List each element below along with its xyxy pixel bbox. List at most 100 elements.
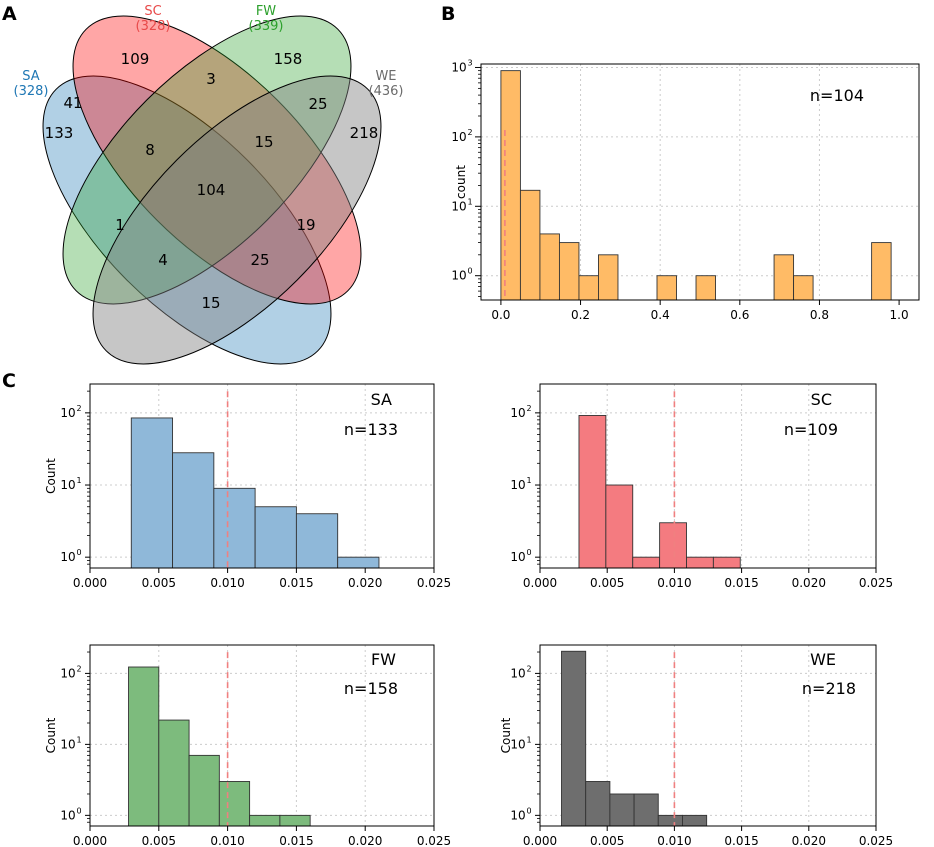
histogram-bar	[793, 275, 814, 301]
x-tick-label: 0.025	[417, 834, 451, 847]
venn-count-all: 104	[197, 181, 226, 199]
y-tick-label: 10	[451, 269, 466, 283]
histogram-bar	[656, 275, 677, 301]
x-tick-label: 0.0	[491, 308, 510, 322]
venn-ellipse-sc	[72, 15, 362, 305]
histogram-bar	[500, 70, 521, 301]
y-tick-exponent: 3	[467, 58, 472, 67]
set-label: SC	[811, 390, 832, 409]
x-tick-label: 0.025	[859, 576, 893, 590]
y-tick-exponent: 2	[526, 664, 531, 673]
y-tick-exponent: 1	[76, 735, 81, 744]
histogram-bar	[128, 666, 160, 827]
y-tick-label: 10	[510, 406, 525, 420]
x-tick-label: 1.0	[890, 308, 909, 322]
y-tick-label: 10	[451, 130, 466, 144]
histogram-bar	[632, 556, 661, 569]
y-tick-exponent: 0	[526, 806, 531, 815]
axes-frame	[89, 383, 435, 569]
venn-set-labels: SA (328) SC (328) FW (339) WE (436)	[14, 4, 404, 99]
x-tick-label: 0.020	[348, 834, 382, 847]
y-tick-exponent: 0	[76, 806, 81, 815]
venn-label-we-name: WE	[375, 69, 396, 84]
venn-label-fw-total: (339)	[249, 19, 284, 34]
venn-count-sa: 133	[45, 124, 74, 142]
panel-label-c: C	[2, 370, 16, 392]
venn-count-sc: 109	[121, 50, 150, 68]
venn-count-sc-fw-we: 15	[254, 133, 273, 151]
x-tick-label: 0.8	[810, 308, 829, 322]
x-tick-label: 0.2	[571, 308, 590, 322]
histogram-bar	[609, 793, 635, 827]
y-tick-label: 10	[60, 406, 75, 420]
venn-count-sc-fw: 3	[206, 70, 216, 88]
venn-label-we-total: (436)	[369, 84, 404, 99]
axes-frame	[480, 63, 920, 301]
histogram-bar	[773, 254, 795, 301]
histogram-bar	[578, 275, 599, 301]
x-tick-label: 0.000	[523, 576, 557, 590]
x-tick-label: 0.005	[142, 834, 176, 847]
histogram-bar	[172, 452, 215, 569]
histogram-bar	[130, 417, 174, 569]
x-tick-label: 0.010	[210, 576, 244, 590]
x-tick-label: 0.005	[590, 834, 624, 847]
venn-ellipse-we	[92, 75, 382, 365]
y-tick-label: 10	[60, 478, 75, 492]
venn-label-sa-name: SA	[22, 69, 39, 84]
y-tick-exponent: 2	[467, 128, 472, 137]
y-tick-label: 10	[510, 737, 525, 751]
y-tick-label: 10	[60, 666, 75, 680]
histogram-bar	[158, 719, 190, 827]
venn-count-sa-sc: 41	[63, 94, 82, 112]
venn-diagram: SA (328) SC (328) FW (339) WE (436) 133 …	[14, 4, 404, 365]
histogram-bar	[682, 814, 708, 827]
sample-size-annotation: n=104	[810, 86, 864, 105]
panel-label-b: B	[441, 3, 455, 25]
histogram-bar	[213, 487, 256, 569]
y-tick-label: 10	[60, 737, 75, 751]
y-tick-label: 10	[510, 808, 525, 822]
venn-count-sa-fw-we: 4	[158, 251, 168, 269]
histogram-bar	[578, 415, 607, 569]
axes-frame	[539, 383, 877, 569]
venn-count-sa-fw: 1	[115, 216, 125, 234]
histogram-bar	[686, 556, 714, 569]
venn-label-sc-total: (328)	[136, 19, 171, 34]
y-tick-label: 10	[451, 199, 466, 213]
x-tick-label: 0.005	[142, 576, 176, 590]
y-tick-exponent: 0	[526, 548, 531, 557]
venn-count-sa-we: 15	[201, 294, 220, 312]
y-tick-exponent: 1	[467, 197, 472, 206]
y-axis-label: Count	[44, 458, 58, 494]
venn-count-sc-we: 19	[296, 216, 315, 234]
histogram-bar	[561, 650, 587, 827]
histogram-bar	[539, 233, 560, 301]
sample-size-annotation: n=109	[784, 420, 838, 439]
histogram-bar	[712, 556, 741, 569]
histogram-bar	[659, 522, 687, 569]
y-tick-exponent: 1	[76, 476, 81, 485]
sample-size-annotation: n=133	[344, 420, 398, 439]
histogram-bar	[295, 513, 339, 569]
y-tick-label: 10	[60, 550, 75, 564]
histogram-bar	[598, 254, 619, 301]
venn-label-sa-total: (328)	[14, 84, 49, 99]
histogram-bar	[188, 754, 220, 827]
x-tick-label: 0.010	[657, 834, 691, 847]
histogram-bar	[519, 189, 541, 301]
x-tick-label: 0.4	[651, 308, 670, 322]
x-tick-label: 0.025	[859, 834, 893, 847]
y-tick-label: 10	[510, 478, 525, 492]
venn-ellipses	[42, 15, 382, 365]
sample-size-annotation: n=158	[344, 679, 398, 698]
axes-frame	[89, 644, 435, 827]
x-tick-label: 0.015	[724, 834, 758, 847]
y-tick-exponent: 2	[76, 404, 81, 413]
venn-region-counts: 133 109 158 218 41 3 25 8 15 104 1 19 4 …	[45, 50, 379, 312]
y-tick-label: 10	[60, 808, 75, 822]
histogram-bar	[218, 781, 251, 827]
y-tick-exponent: 2	[76, 664, 81, 673]
